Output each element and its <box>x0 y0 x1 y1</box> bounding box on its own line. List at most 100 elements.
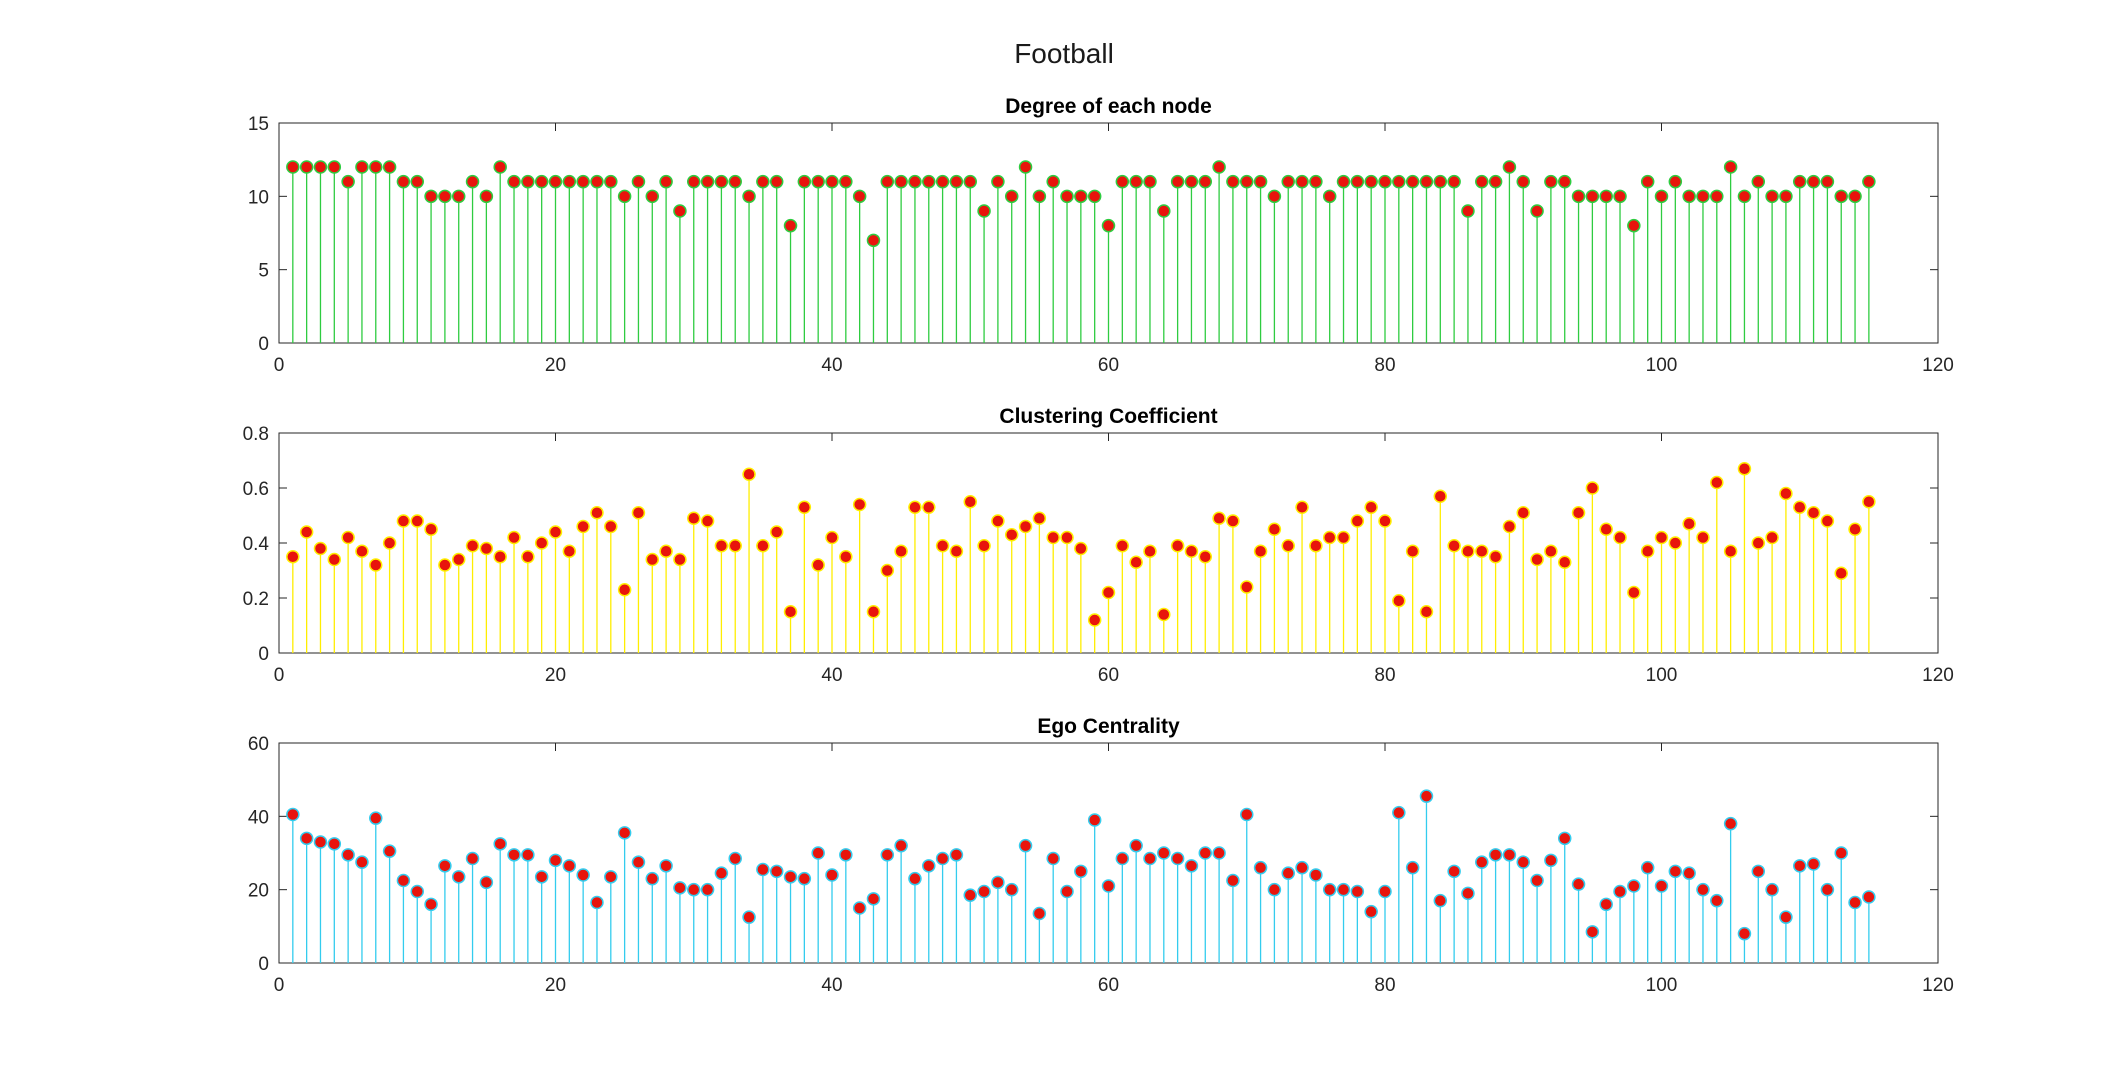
data-point <box>797 174 812 189</box>
data-point <box>1696 189 1710 204</box>
data-point <box>1765 882 1779 897</box>
data-point <box>922 859 936 873</box>
data-point <box>1475 174 1489 189</box>
data-point <box>507 530 521 545</box>
data-point <box>327 552 342 567</box>
x-tick-label: 40 <box>821 355 842 376</box>
data-point <box>880 848 895 862</box>
data-point <box>880 174 895 189</box>
data-point <box>438 558 452 572</box>
x-tick-label: 80 <box>1374 975 1395 996</box>
data-point <box>1392 805 1406 820</box>
data-point <box>1806 506 1821 520</box>
data-point <box>1170 851 1185 866</box>
y-tick-label: 20 <box>248 881 269 902</box>
data-point <box>1710 893 1724 908</box>
data-point <box>1046 530 1060 545</box>
x-tick-label: 100 <box>1646 355 1678 376</box>
data-point <box>1364 174 1378 189</box>
data-point <box>1654 530 1669 545</box>
data-point <box>1212 160 1226 174</box>
data-point <box>534 174 549 189</box>
data-point <box>1046 851 1060 866</box>
data-point <box>1267 522 1282 536</box>
data-point <box>714 539 729 553</box>
figure-title: Football <box>1014 38 1114 69</box>
data-point <box>1613 884 1627 899</box>
data-point <box>1834 189 1848 204</box>
y-tick-label: 0.8 <box>243 424 269 445</box>
data-point <box>576 174 590 189</box>
data-point <box>645 871 660 886</box>
data-point <box>1281 866 1295 880</box>
data-point <box>1087 189 1102 204</box>
data-point <box>299 525 314 539</box>
data-point <box>1032 906 1047 921</box>
data-point <box>963 888 977 902</box>
data-point <box>783 605 798 619</box>
data-point <box>382 160 397 174</box>
data-point <box>1018 160 1033 174</box>
data-point <box>1571 877 1586 891</box>
data-point <box>590 895 604 910</box>
y-tick-label: 0 <box>258 334 269 355</box>
data-point <box>286 550 300 564</box>
data-point <box>1433 489 1448 503</box>
data-point <box>811 846 825 860</box>
data-point <box>659 544 673 558</box>
data-point <box>465 539 480 553</box>
data-point <box>424 897 438 912</box>
data-point <box>493 550 507 564</box>
data-point <box>1585 481 1600 495</box>
data-point <box>756 174 770 189</box>
data-point <box>852 189 867 204</box>
data-point <box>617 826 632 840</box>
data-point <box>493 837 507 851</box>
data-point <box>1336 530 1351 545</box>
data-point <box>382 536 397 550</box>
data-point <box>521 848 535 862</box>
data-point <box>935 851 950 866</box>
data-point <box>1198 846 1213 860</box>
data-point <box>1309 868 1323 882</box>
data-point <box>977 204 991 218</box>
data-point <box>1737 189 1752 204</box>
data-point <box>1060 530 1074 545</box>
data-point <box>396 873 411 888</box>
data-point <box>1322 530 1337 545</box>
data-point <box>1405 544 1420 558</box>
data-point <box>742 189 756 204</box>
data-point <box>451 870 466 884</box>
data-point <box>1129 838 1143 853</box>
data-point <box>963 174 977 189</box>
data-point <box>700 514 715 528</box>
data-point <box>1060 189 1074 204</box>
data-point <box>1654 879 1669 893</box>
data-point <box>1488 550 1503 564</box>
data-point <box>1212 511 1226 525</box>
x-tick-label: 100 <box>1646 975 1678 996</box>
data-point <box>1226 873 1240 888</box>
data-point <box>1018 838 1033 853</box>
data-point <box>1433 174 1448 189</box>
x-tick-label: 80 <box>1374 355 1395 376</box>
data-point <box>631 174 646 189</box>
data-point <box>410 884 424 899</box>
data-point <box>631 855 646 869</box>
data-point <box>742 910 756 924</box>
y-tick-label: 5 <box>258 261 269 282</box>
x-tick-label: 120 <box>1922 355 1954 376</box>
data-point <box>949 174 964 189</box>
panel-title-3: Ego Centrality <box>1037 715 1180 738</box>
data-point <box>1295 174 1309 189</box>
data-point <box>1364 904 1378 919</box>
data-point <box>286 807 300 822</box>
data-point <box>1516 174 1530 189</box>
data-point <box>756 539 770 553</box>
data-point <box>1599 522 1613 536</box>
data-point <box>908 500 922 514</box>
y-tick-label: 0.4 <box>243 534 270 555</box>
data-point <box>1806 174 1821 189</box>
data-point <box>1336 174 1351 189</box>
